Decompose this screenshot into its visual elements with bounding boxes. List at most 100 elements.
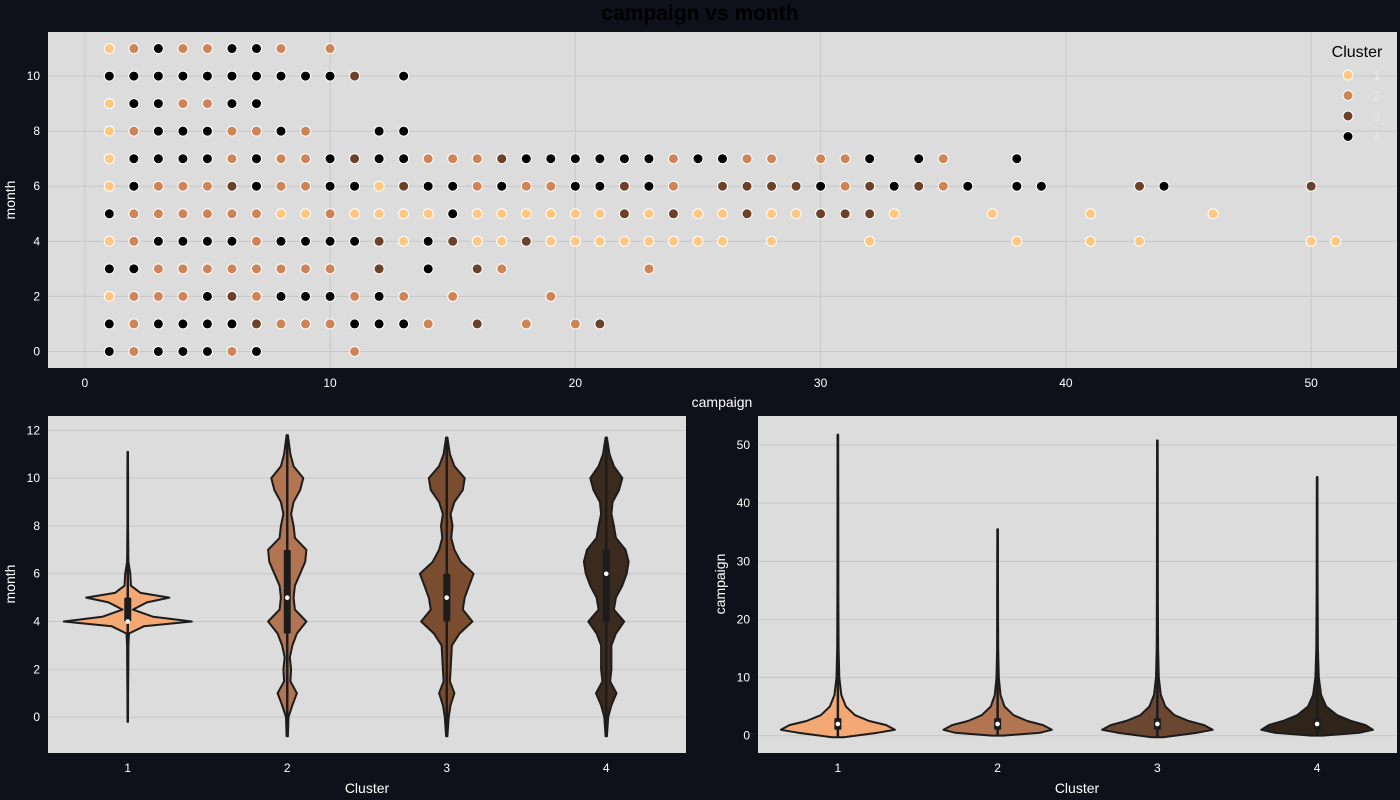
- violin-campaign-grid: [758, 444, 1397, 737]
- scatter-point: [152, 180, 164, 192]
- scatter-point: [103, 263, 115, 275]
- scatter-point: [201, 208, 213, 220]
- violin-campaign-bodies: [779, 433, 1374, 739]
- scatter-point: [692, 153, 704, 165]
- scatter-point: [226, 235, 238, 247]
- violin-x-tick-label: 1: [835, 761, 842, 775]
- scatter-point: [545, 290, 557, 302]
- scatter-point: [520, 235, 532, 247]
- violin-y-tick-label: 2: [33, 662, 40, 676]
- scatter-point: [717, 153, 728, 165]
- scatter-point: [324, 318, 336, 330]
- scatter-point: [226, 153, 238, 165]
- scatter-point: [864, 153, 876, 165]
- scatter-point: [545, 180, 557, 192]
- scatter-point: [1330, 235, 1342, 247]
- scatter-point: [594, 180, 606, 192]
- scatter-point: [349, 180, 361, 192]
- scatter-point: [152, 125, 164, 137]
- legend-label-4: 4: [1373, 130, 1380, 145]
- violin-month-y-label: month: [2, 565, 18, 604]
- scatter-point: [1207, 208, 1219, 220]
- scatter-point: [594, 318, 606, 330]
- scatter-point: [177, 125, 189, 137]
- scatter-point: [275, 235, 287, 247]
- violin-median-dot: [995, 721, 1000, 727]
- scatter-point: [128, 153, 140, 165]
- scatter-point: [275, 318, 287, 330]
- scatter-point: [300, 125, 312, 137]
- scatter-point: [128, 290, 140, 302]
- scatter-point: [717, 180, 728, 192]
- scatter-point: [471, 153, 483, 165]
- scatter-x-tick-label: 20: [569, 376, 583, 390]
- scatter-y-tick-label: 0: [33, 344, 40, 358]
- scatter-point: [177, 43, 189, 55]
- scatter-point: [815, 153, 827, 165]
- scatter-point: [300, 208, 312, 220]
- scatter-point: [937, 153, 949, 165]
- violin-x-tick-label: 1: [124, 761, 131, 775]
- scatter-point: [618, 208, 630, 220]
- violin-x-tick-label: 3: [443, 761, 450, 775]
- scatter-point: [643, 153, 655, 165]
- scatter-point: [128, 235, 140, 247]
- scatter-point: [618, 180, 630, 192]
- scatter-point: [250, 318, 262, 330]
- violin-iqr-box: [602, 549, 610, 622]
- scatter-point: [373, 263, 385, 275]
- scatter-point: [496, 263, 508, 275]
- scatter-point: [103, 70, 115, 82]
- scatter-point: [201, 43, 213, 55]
- scatter-point: [201, 345, 213, 357]
- scatter-point: [349, 318, 361, 330]
- scatter-y-tick-label: 4: [33, 234, 40, 248]
- scatter-point: [471, 180, 483, 192]
- scatter-y-tick-label: 10: [27, 69, 41, 83]
- violin-y-tick-label: 10: [737, 670, 751, 684]
- scatter-point: [201, 70, 213, 82]
- scatter-x-tick-label: 40: [1059, 376, 1073, 390]
- violin-campaign-y-ticks: 0 10 20 30 40 50: [737, 438, 751, 743]
- scatter-series-4: [103, 43, 1170, 357]
- scatter-point: [226, 263, 238, 275]
- scatter-point: [496, 180, 508, 192]
- scatter-point: [422, 153, 434, 165]
- scatter-point: [177, 70, 189, 82]
- scatter-point: [569, 208, 581, 220]
- scatter-point: [250, 208, 262, 220]
- scatter-point: [962, 180, 974, 192]
- scatter-point: [152, 318, 164, 330]
- scatter-x-tick-label: 50: [1304, 376, 1318, 390]
- scatter-point: [643, 263, 655, 275]
- scatter-point: [152, 153, 164, 165]
- scatter-point: [201, 98, 213, 110]
- scatter-point: [471, 263, 483, 275]
- violin-x-tick-label: 3: [1154, 761, 1161, 775]
- scatter-point: [1305, 180, 1317, 192]
- scatter-point: [275, 70, 287, 82]
- scatter-plot-area: [48, 32, 1397, 368]
- scatter-point: [520, 208, 532, 220]
- scatter-point: [766, 153, 778, 165]
- scatter-point: [717, 235, 728, 247]
- violin-campaign-x-ticks: 1 2 3 4: [835, 761, 1321, 775]
- scatter-y-ticks: 0 2 4 6 8 10: [27, 69, 41, 358]
- scatter-point: [643, 235, 655, 247]
- scatter-point: [349, 290, 361, 302]
- scatter-point: [839, 153, 851, 165]
- violin-median-dot: [1155, 721, 1160, 727]
- scatter-point: [1011, 235, 1023, 247]
- violin-campaign-panel: 1 2 3 4 0 10 20 30 40 50 Cluster campaign: [712, 416, 1397, 796]
- violin-median-dot: [1314, 721, 1320, 727]
- scatter-point: [349, 208, 361, 220]
- scatter-point: [864, 208, 876, 220]
- violin-x-tick-label: 2: [284, 761, 291, 775]
- violin-month-y-ticks: 0 2 4 6 8 10 12: [27, 423, 41, 724]
- scatter-point: [766, 180, 778, 192]
- scatter-point: [226, 345, 238, 357]
- scatter-point: [349, 235, 361, 247]
- scatter-point: [741, 153, 753, 165]
- scatter-point: [128, 345, 140, 357]
